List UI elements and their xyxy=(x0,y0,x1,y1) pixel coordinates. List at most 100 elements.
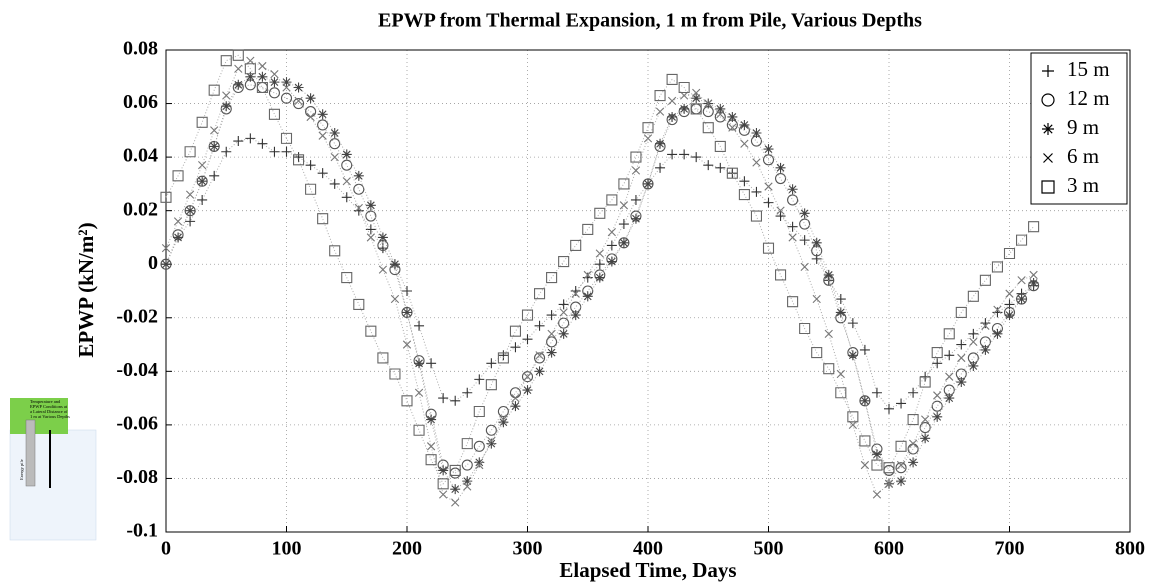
data-point xyxy=(968,360,979,371)
data-point xyxy=(763,197,774,208)
data-point xyxy=(871,387,882,398)
data-point xyxy=(330,152,339,162)
data-point xyxy=(161,259,171,270)
data-point xyxy=(871,449,882,460)
y-axis-label: EPWP (kN/m²) xyxy=(74,222,98,357)
data-point xyxy=(510,401,521,412)
data-point xyxy=(979,274,991,286)
x-tick-label: 300 xyxy=(513,538,543,560)
data-point xyxy=(921,415,930,424)
data-point xyxy=(655,162,666,173)
y-tick-label: 0.02 xyxy=(123,198,158,220)
legend-label: 12 m xyxy=(1067,86,1110,110)
data-point xyxy=(438,465,449,476)
data-point xyxy=(172,170,184,182)
y-tick-label: 0.04 xyxy=(123,145,158,167)
data-point xyxy=(943,328,955,340)
data-point xyxy=(221,101,232,112)
data-point xyxy=(389,264,401,276)
data-point xyxy=(317,119,329,131)
data-point xyxy=(896,398,907,409)
data-point xyxy=(185,205,196,216)
data-point xyxy=(871,459,883,471)
inset-caption-box: Temperature and EPWP Conditions at a Lat… xyxy=(30,399,70,419)
data-point xyxy=(414,388,424,397)
data-point xyxy=(655,107,665,116)
data-point xyxy=(666,73,678,86)
inset-ground xyxy=(10,398,68,434)
data-point xyxy=(666,114,678,126)
inset-grid xyxy=(9,429,97,541)
data-point xyxy=(244,79,256,91)
data-point xyxy=(847,350,858,361)
data-point xyxy=(353,170,364,181)
data-point xyxy=(305,160,316,171)
data-point xyxy=(473,405,485,418)
data-point xyxy=(799,235,810,246)
data-point xyxy=(895,462,907,474)
data-point xyxy=(414,358,425,369)
chart-title: EPWP from Thermal Expansion, 1 m from Pi… xyxy=(378,10,922,32)
data-point xyxy=(341,159,353,171)
data-point xyxy=(859,435,871,447)
data-point xyxy=(389,368,401,380)
data-point xyxy=(775,211,786,222)
data-point xyxy=(522,334,533,345)
x-tick-label: 400 xyxy=(633,538,663,560)
data-point xyxy=(582,223,594,235)
data-point xyxy=(377,240,389,251)
inset-figure: Temperature and EPWP Conditions at a Lat… xyxy=(9,398,97,541)
data-point xyxy=(172,229,184,241)
data-point xyxy=(896,460,906,470)
data-point xyxy=(558,299,569,310)
data-point xyxy=(991,323,1004,334)
data-point xyxy=(716,110,725,119)
data-point xyxy=(390,294,400,304)
data-point xyxy=(268,108,280,120)
y-tick-label: 0 xyxy=(148,252,158,274)
y-tick-label: -0.06 xyxy=(116,412,158,434)
data-point xyxy=(558,317,570,329)
data-point xyxy=(594,272,605,283)
data-point xyxy=(293,154,305,166)
data-point xyxy=(521,371,534,383)
legend-label: 3 m xyxy=(1067,173,1099,197)
data-point xyxy=(402,307,412,318)
data-point xyxy=(486,438,497,449)
data-point xyxy=(799,322,811,335)
data-point xyxy=(341,272,353,284)
data-point xyxy=(956,339,967,350)
data-point xyxy=(907,413,919,426)
data-point xyxy=(485,379,497,391)
data-point xyxy=(499,415,508,424)
data-point xyxy=(967,352,979,364)
data-point xyxy=(474,374,485,385)
data-point xyxy=(208,84,220,96)
data-point xyxy=(559,308,568,317)
data-point xyxy=(787,194,799,206)
data-point xyxy=(570,239,582,252)
data-point xyxy=(1003,306,1016,318)
data-point xyxy=(787,184,798,195)
data-point xyxy=(860,460,870,470)
data-point xyxy=(859,344,870,355)
data-point xyxy=(932,358,943,369)
data-point xyxy=(570,310,581,321)
data-point xyxy=(607,227,616,237)
data-point xyxy=(535,351,544,360)
legend-marker xyxy=(1041,180,1055,194)
data-point xyxy=(451,498,460,507)
data-point xyxy=(823,274,835,286)
legend-marker xyxy=(1042,65,1054,77)
data-point xyxy=(461,459,473,471)
data-point xyxy=(523,372,532,381)
data-point xyxy=(727,168,738,179)
data-point xyxy=(365,325,377,337)
data-point xyxy=(184,146,196,158)
plot-frame xyxy=(165,49,1131,533)
data-point xyxy=(305,183,317,195)
data-point xyxy=(859,395,870,406)
data-point xyxy=(788,233,797,242)
legend-marker xyxy=(1043,153,1053,163)
data-point xyxy=(534,288,546,300)
